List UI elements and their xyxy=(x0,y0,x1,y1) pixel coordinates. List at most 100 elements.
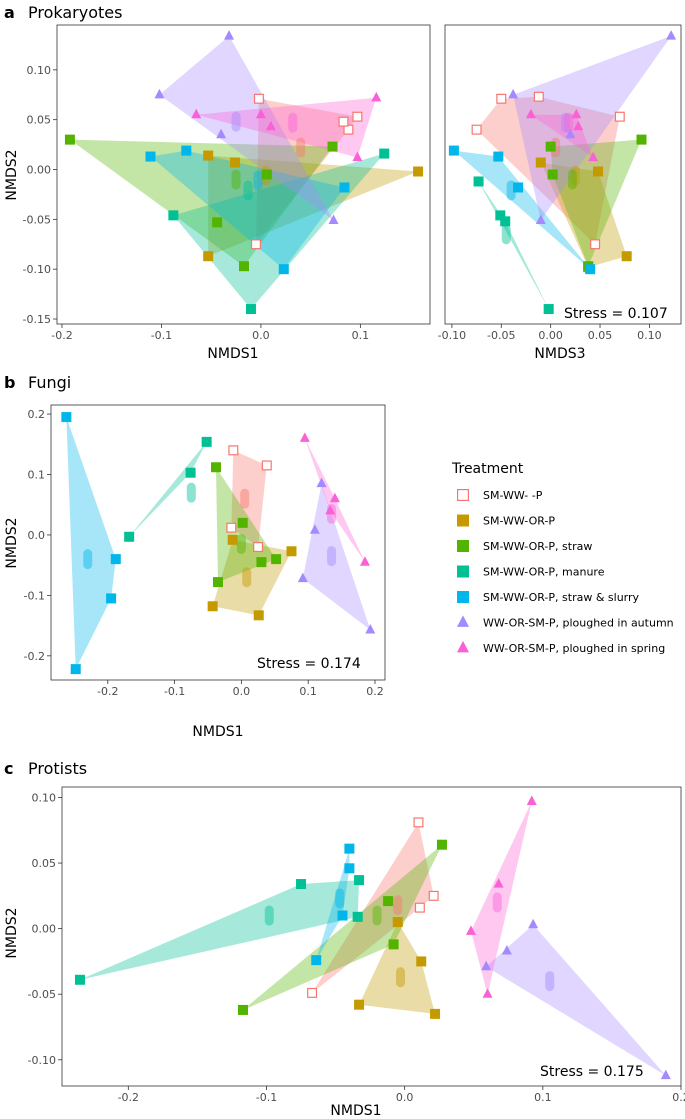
data-point-a1-6-2 xyxy=(255,108,266,119)
x-tick-label-b-1: -0.1 xyxy=(164,685,185,698)
data-point-c-1-3 xyxy=(430,1008,441,1019)
group-centroid-a1-3 xyxy=(243,180,253,201)
data-point-c-6-1 xyxy=(493,878,504,888)
data-point-a1-5-2 xyxy=(216,128,227,139)
data-point-c-1-0 xyxy=(392,917,403,928)
data-point-b-6-2 xyxy=(325,504,336,515)
legend-key-0 xyxy=(457,489,470,502)
group-hull-c-6 xyxy=(470,801,532,995)
data-point-c-0-1 xyxy=(428,890,439,901)
data-point-a1-1-1 xyxy=(230,157,241,168)
data-point-a1-6-4 xyxy=(352,151,363,162)
data-point-b-2-4 xyxy=(213,577,223,588)
data-point-a2-3-3 xyxy=(500,216,511,227)
x-tick-label-b-0: -0.2 xyxy=(97,685,118,698)
group-hull-b-3 xyxy=(129,441,207,537)
data-point-c-4-2 xyxy=(337,910,348,921)
data-point-b-3-2 xyxy=(124,531,135,542)
x-axis-title-c: NMDS1 xyxy=(330,1103,381,1119)
data-point-b-1-3 xyxy=(253,610,264,621)
group-centroid-c-4 xyxy=(335,888,345,909)
data-point-a2-6-3 xyxy=(588,151,599,162)
group-hull-c-5 xyxy=(486,924,666,1076)
data-point-b-5-0 xyxy=(316,477,327,488)
y-tick-label-a1-4: 0.05 xyxy=(27,114,52,127)
treatment-legend: Treatment SM-WW- -P SM-WW-OR-P SM-WW-OR-P,… xyxy=(451,461,674,655)
data-point-a1-6-3 xyxy=(265,120,276,131)
data-point-a2-2-3 xyxy=(547,169,558,180)
y-tick-label-c-1: -0.05 xyxy=(28,988,56,1001)
y-tick-label-b-1: -0.1 xyxy=(24,589,45,602)
stress-label-a: Stress = 0.107 xyxy=(564,306,668,322)
data-point-a2-4-1 xyxy=(493,151,504,162)
group-centroid-a1-4 xyxy=(253,170,263,191)
data-point-c-4-3 xyxy=(311,955,322,966)
y-tick-label-b-0: -0.2 xyxy=(24,650,45,663)
y-axis-title-a1: NMDS2 xyxy=(4,149,20,200)
data-point-c-3-1 xyxy=(354,875,365,886)
data-point-a1-2-3 xyxy=(261,169,272,180)
data-point-c-5-3 xyxy=(660,1069,671,1080)
data-point-a1-6-0 xyxy=(371,91,382,102)
group-hull-a2-2 xyxy=(550,139,642,267)
data-point-a1-2-0 xyxy=(64,134,75,145)
y-tick-label-b-3: 0.1 xyxy=(28,469,46,482)
legend-key-6 xyxy=(457,640,469,653)
data-point-a1-3-1 xyxy=(379,148,390,159)
legend-item-label-1: SM-WW-OR-P xyxy=(483,515,555,528)
data-point-a1-1-3 xyxy=(203,251,214,262)
data-point-c-5-2 xyxy=(481,960,492,971)
data-point-b-3-0 xyxy=(201,436,212,447)
y-tick-label-b-4: 0.2 xyxy=(28,408,46,421)
group-centroid-b-3 xyxy=(186,482,196,503)
prokaryotes-nmds1-nmds2-plot: -0.2 -0.1 0.0 0.1 -0.15 -0.10 -0.05 0.00 0.05 0.1… xyxy=(23,24,431,342)
x-tick-label-a2-0: -0.10 xyxy=(438,329,466,342)
data-point-c-0-3 xyxy=(307,987,318,998)
prokaryotes-nmds3-nmds2-plot: -0.10 -0.05 0.00 0.05 0.10 xyxy=(438,24,682,342)
data-point-a2-1-2 xyxy=(621,251,632,262)
group-centroid-b-1 xyxy=(242,567,252,588)
data-point-b-6-0 xyxy=(299,432,310,442)
group-centroid-c-0 xyxy=(393,895,403,916)
legend-item-label-5: WW-OR-SM-P, ploughed in autumn xyxy=(483,617,674,630)
legend-key-5 xyxy=(457,615,469,627)
legend-key-3 xyxy=(457,565,469,578)
y-tick-label-a1-1: -0.10 xyxy=(23,263,51,276)
data-point-a1-5-1 xyxy=(154,88,165,99)
data-point-a1-1-2 xyxy=(413,166,424,177)
group-centroid-a2-6 xyxy=(563,112,573,133)
data-point-a2-0-0 xyxy=(496,93,507,104)
data-point-c-2-2 xyxy=(388,939,399,950)
x-tick-label-b-4: 0.2 xyxy=(366,685,384,698)
y-tick-label-a1-2: -0.05 xyxy=(23,213,51,226)
group-centroid-a1-5 xyxy=(231,111,241,132)
data-point-b-0-3 xyxy=(253,542,264,553)
data-point-c-2-1 xyxy=(383,896,394,907)
data-point-a2-4-2 xyxy=(513,182,524,193)
data-point-b-2-1 xyxy=(237,517,248,528)
x-tick-label-a1-2: 0.0 xyxy=(252,329,270,342)
group-centroid-a2-1 xyxy=(570,165,580,186)
data-point-a2-5-3 xyxy=(535,214,546,224)
data-point-a1-4-2 xyxy=(339,182,350,193)
data-point-a2-1-0 xyxy=(535,157,546,168)
group-centroid-b-5 xyxy=(327,546,337,567)
data-point-c-2-3 xyxy=(238,1004,249,1015)
data-point-c-1-1 xyxy=(416,956,427,967)
group-hull-a2-4 xyxy=(453,150,591,270)
data-point-a2-0-2 xyxy=(614,111,625,122)
group-hull-a1-3 xyxy=(173,153,385,310)
data-point-a2-5-2 xyxy=(565,128,576,139)
y-tick-label-a1-5: 0.10 xyxy=(27,64,52,77)
group-hull-a1-1 xyxy=(208,155,419,257)
data-point-b-6-3 xyxy=(359,556,370,566)
fungi-nmds-plot: -0.2 -0.1 0.0 0.1 0.2 -0.2 -0.1 0.0 0.1 0.2 xyxy=(24,404,386,698)
group-hull-a2-3 xyxy=(478,181,549,310)
group-hull-b-5 xyxy=(302,483,371,630)
data-point-c-5-1 xyxy=(501,945,512,955)
panel-title-fungi: Fungi xyxy=(28,373,71,392)
x-tick-label-a1-3: 0.1 xyxy=(352,329,370,342)
data-point-a1-5-3 xyxy=(328,214,339,224)
x-tick-label-a2-3: 0.05 xyxy=(588,329,613,342)
group-centroid-c-3 xyxy=(264,905,274,926)
